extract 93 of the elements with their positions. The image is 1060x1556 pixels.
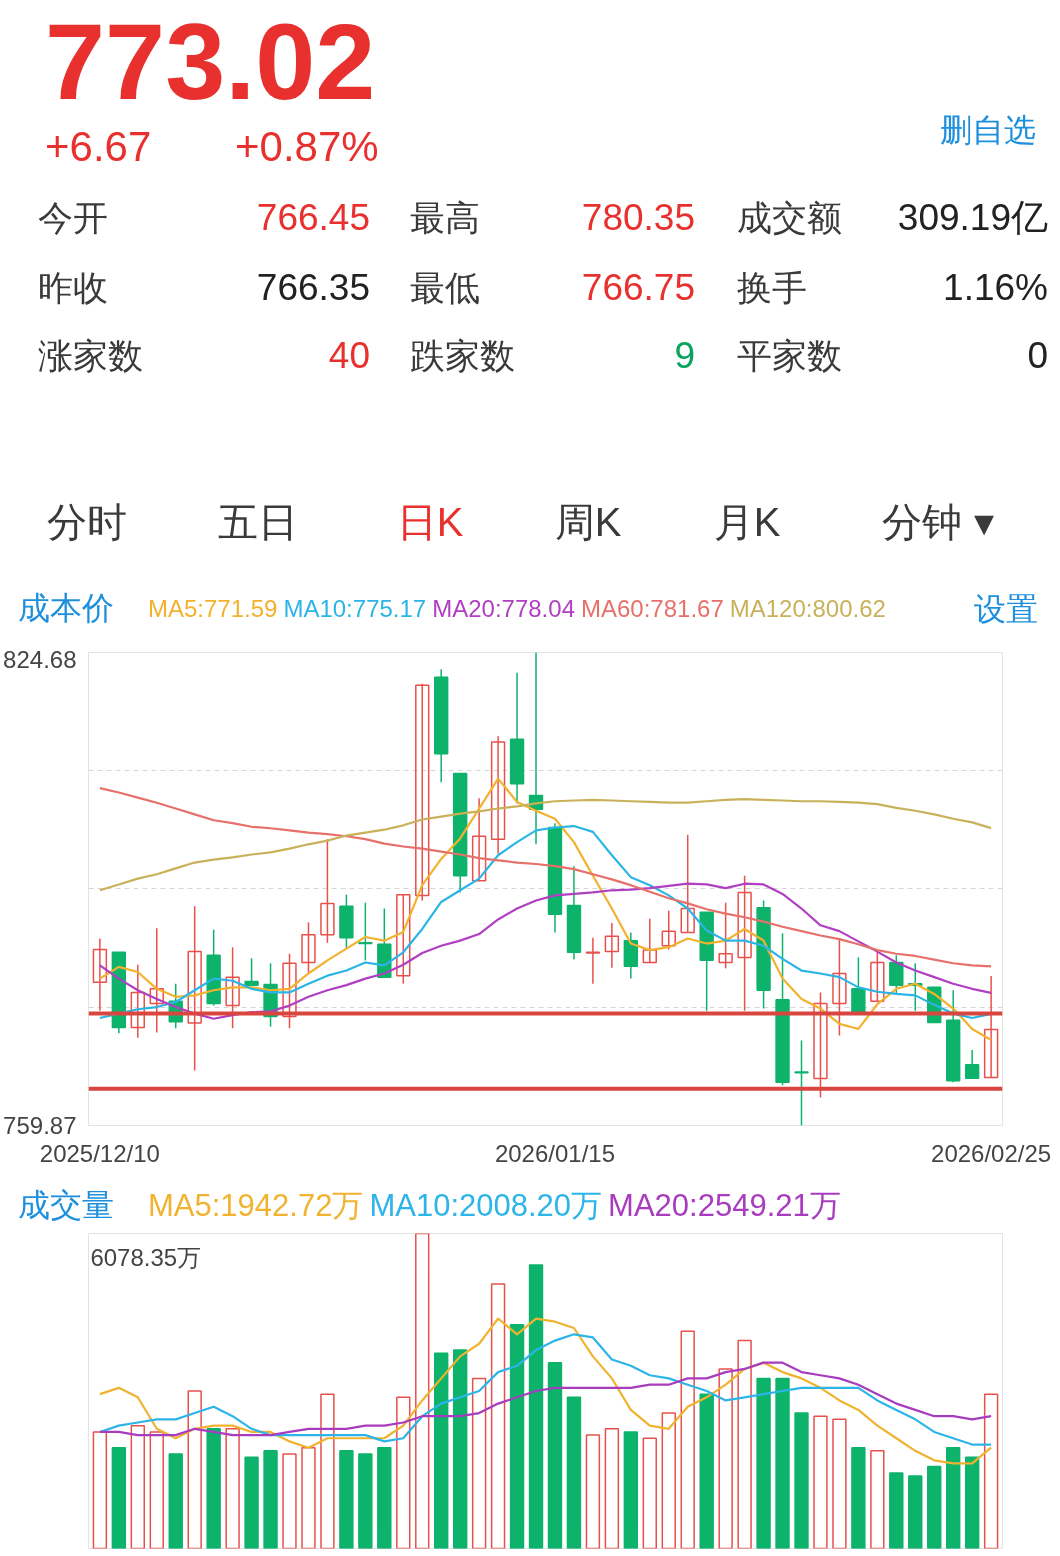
text: 日K <box>396 499 464 546</box>
bar <box>92 1431 108 1549</box>
bar <box>983 1393 999 1549</box>
bar <box>661 1412 676 1549</box>
text: MA5:771.59 <box>148 593 278 624</box>
bar <box>832 1418 847 1549</box>
bar <box>680 1330 695 1549</box>
bar <box>794 1412 809 1549</box>
text: 9 <box>674 333 695 378</box>
bar <box>547 1361 563 1549</box>
text: 1.16% <box>943 265 1048 310</box>
text: +6.67 <box>45 121 152 172</box>
text: 766.75 <box>581 265 695 310</box>
bar <box>585 1434 601 1549</box>
bar <box>471 1377 487 1549</box>
text: 780.35 <box>581 195 695 240</box>
bar <box>623 1431 639 1549</box>
text: 最低 <box>410 267 480 309</box>
bar <box>168 1453 183 1549</box>
bar <box>946 1446 961 1549</box>
text: 成交额 <box>737 197 842 239</box>
bar <box>964 1456 980 1549</box>
y-tick-label: 759.87 <box>3 1112 77 1139</box>
x-tick-label: 2026/01/15 <box>494 1139 616 1167</box>
text: +0.87% <box>235 121 379 172</box>
chart-title: 成本价 <box>18 589 114 629</box>
x-tick-label: 2026/02/25 <box>931 1139 1052 1167</box>
text: 最高 <box>410 197 480 239</box>
bar <box>452 1349 468 1549</box>
text: 周K <box>554 499 622 546</box>
bar <box>927 1465 942 1549</box>
bar <box>187 1390 202 1549</box>
bar <box>604 1428 620 1549</box>
bar <box>244 1456 259 1549</box>
bar <box>528 1264 544 1549</box>
text: MA120:800.62 <box>729 593 886 624</box>
text: MA10:775.17 <box>283 593 427 624</box>
bar <box>870 1450 885 1549</box>
bar <box>339 1450 354 1549</box>
bar <box>775 1377 790 1549</box>
bar <box>320 1393 335 1549</box>
bar <box>111 1446 127 1549</box>
bar <box>756 1377 771 1549</box>
chart-title: 成交量 <box>18 1186 114 1226</box>
text: 773.02 <box>45 1 376 123</box>
y-tick-label: 824.68 <box>3 645 77 673</box>
bar <box>889 1472 904 1549</box>
bar <box>206 1428 221 1549</box>
text: 换手 <box>737 267 807 309</box>
bar <box>737 1339 752 1549</box>
bar <box>358 1453 373 1549</box>
text: 删自选 <box>940 110 1036 150</box>
bar <box>566 1396 582 1549</box>
bar <box>908 1475 923 1549</box>
text: MA5:1942.72万 <box>148 1186 364 1225</box>
text: 昨收 <box>38 267 108 309</box>
text: 涨家数 <box>38 335 143 377</box>
bar <box>509 1324 525 1549</box>
bar <box>225 1428 240 1549</box>
bar <box>434 1352 449 1549</box>
text: 五日 <box>218 499 298 546</box>
annotation: 6078.35万 <box>90 1243 202 1271</box>
bar <box>813 1415 828 1549</box>
text: 309.19亿 <box>897 195 1048 240</box>
bar <box>415 1233 430 1549</box>
text: MA20:2549.21万 <box>608 1186 841 1225</box>
text: 40 <box>328 333 370 378</box>
bar <box>149 1431 164 1549</box>
text: 月K <box>713 499 781 546</box>
bar <box>642 1437 657 1549</box>
bar <box>130 1424 145 1549</box>
text: 分时 <box>47 499 127 546</box>
text: 0 <box>1027 333 1048 378</box>
bar <box>301 1446 316 1549</box>
text: MA60:781.67 <box>580 593 724 624</box>
bar <box>699 1393 714 1549</box>
text: MA10:2008.20万 <box>369 1186 603 1225</box>
text: 设置 <box>974 589 1038 629</box>
bar <box>377 1446 392 1549</box>
x-tick-label: 2025/12/10 <box>39 1139 160 1167</box>
text: 平家数 <box>737 335 842 377</box>
text: 766.45 <box>256 195 370 240</box>
bar <box>851 1446 866 1549</box>
bar <box>490 1283 506 1549</box>
text: 766.35 <box>256 265 370 310</box>
bar <box>282 1453 297 1549</box>
text: 跌家数 <box>410 335 515 377</box>
bar <box>718 1368 733 1549</box>
text: 分钟 ▾ <box>882 499 994 546</box>
bar <box>396 1396 411 1549</box>
bar <box>263 1450 278 1549</box>
text: 今开 <box>38 197 108 239</box>
text: MA20:778.04 <box>432 593 575 624</box>
